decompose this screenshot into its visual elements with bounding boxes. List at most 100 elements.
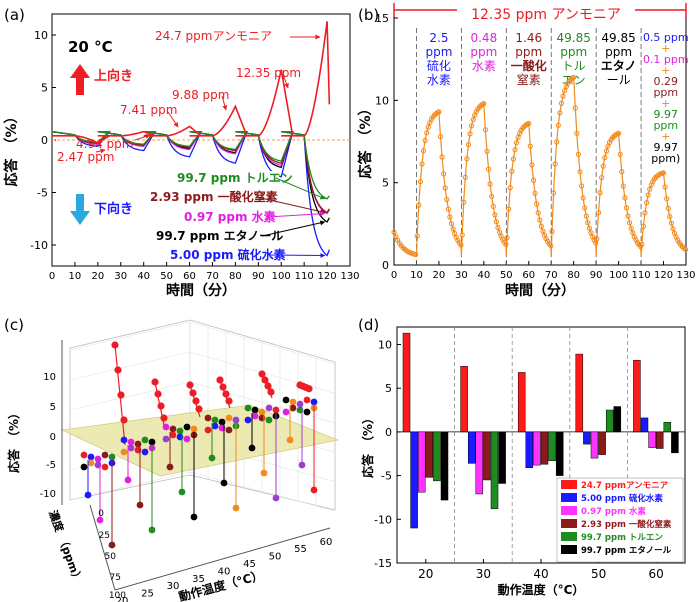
b-gas-label: 一酸化 [511, 58, 547, 73]
d-bar [655, 431, 664, 449]
b-mix-label: 9.97 [654, 108, 679, 121]
b-data-point [490, 203, 496, 209]
b-data-point [645, 192, 651, 198]
b-xtick-label: 100 [609, 270, 628, 281]
temperature-label: 20 °C [68, 38, 113, 56]
c-point [141, 436, 149, 444]
b-data-point [493, 219, 499, 225]
c-point [120, 448, 128, 456]
a-ytick-label: -5 [37, 187, 48, 200]
c-point [225, 397, 233, 405]
b-data-point [437, 133, 444, 140]
panel-a-label: (a) [4, 6, 25, 24]
a-xtick-label: 20 [91, 271, 104, 282]
b-data-point [461, 199, 467, 205]
d-bar [598, 431, 606, 455]
c-point [265, 416, 273, 424]
down-label: 下向き [94, 201, 133, 217]
a-xtick-label: 0 [49, 271, 55, 282]
b-data-point [486, 166, 492, 172]
c-point [127, 438, 135, 446]
c-point [101, 451, 109, 459]
c-ztick-label: 50 [105, 552, 117, 562]
d-bar [498, 431, 506, 484]
d-bar [533, 431, 541, 466]
panel-b-label: (b) [358, 6, 379, 24]
d-bar [633, 359, 641, 433]
d-bar [663, 422, 672, 433]
c-point [154, 390, 162, 398]
c-grid-line [69, 321, 191, 351]
a-xtick-label: 100 [272, 271, 291, 282]
c-point [141, 448, 149, 456]
d-bar [440, 431, 449, 501]
d-xtick-label: 60 [649, 567, 664, 581]
b-data-point [462, 174, 468, 180]
d-bar [605, 409, 614, 433]
a-down-label: 99.7 ppm エタノール [156, 229, 283, 243]
c-xtick-label: 30 [167, 581, 180, 592]
d-legend-swatch [561, 493, 577, 502]
c-point [120, 436, 128, 444]
b-data-point [575, 151, 582, 157]
c-point [160, 414, 168, 422]
b-data-point [512, 147, 518, 153]
d-bar [417, 431, 426, 493]
c-ztick-label: 75 [110, 573, 121, 583]
b-mix-label: ppm [653, 86, 678, 99]
c-point [120, 416, 128, 424]
c-point [219, 383, 227, 391]
b-data-point [625, 213, 631, 219]
b-data-point [660, 170, 667, 176]
d-ytick-label: 5 [385, 382, 392, 395]
c-point [80, 463, 88, 471]
d-legend-label: 99.7 ppm トルエン [581, 533, 663, 543]
b-data-point [599, 175, 605, 181]
c-point [108, 541, 116, 549]
panel-d-bars [402, 332, 679, 529]
b-data-point [436, 109, 442, 115]
b-data-point [425, 124, 431, 130]
b-data-point [548, 243, 554, 249]
a-nh3-arrow [167, 111, 179, 128]
b-ytick-label: 0 [382, 259, 389, 272]
c-point [303, 408, 311, 416]
d-legend-label: 99.7 ppm エタノール [581, 545, 672, 556]
d-bar [410, 431, 418, 529]
b-data-point [469, 123, 475, 129]
down-arrow-icon [70, 194, 90, 225]
a-xtick-label: 10 [69, 271, 82, 282]
d-bar [548, 431, 556, 461]
a-nh3-arrow [282, 73, 289, 89]
b-data-point [507, 185, 513, 191]
b-data-point [662, 184, 668, 190]
c-point [80, 451, 88, 459]
b-gas-label: トル [562, 59, 586, 73]
b-data-point [481, 101, 487, 107]
c-point [211, 422, 219, 430]
a-ytick-label: 10 [34, 29, 48, 42]
b-data-point [535, 210, 541, 216]
d-bar [525, 431, 534, 468]
c-point [310, 398, 318, 406]
b-curve-line [393, 76, 686, 257]
c-point [148, 438, 156, 446]
panel-d-xlabel: 動作温度（°C） [498, 582, 585, 597]
a-down-arrow [262, 220, 326, 237]
panel-c-ylabel: 応答 （%） [6, 407, 21, 473]
a-xtick-label: 30 [114, 271, 127, 282]
b-data-point [602, 155, 608, 161]
b-data-point [495, 224, 501, 231]
b-data-point [534, 201, 540, 207]
a-nh3-label: 12.35 ppm [236, 66, 301, 80]
panel-b-ylabel: 応答 （%） [357, 101, 374, 178]
a-xtick-label: 80 [229, 271, 242, 282]
c-ztick-label: 100 [109, 591, 126, 601]
panel-d-y-ticks: -15 -10 -5 0 5 10 [374, 338, 401, 570]
c-point [248, 444, 256, 452]
panel-c-x-axis [114, 527, 331, 591]
b-data-point [622, 195, 628, 201]
b-data-point [665, 205, 671, 211]
a-down-label: 5.00 ppm 硫化水素 [170, 247, 286, 262]
